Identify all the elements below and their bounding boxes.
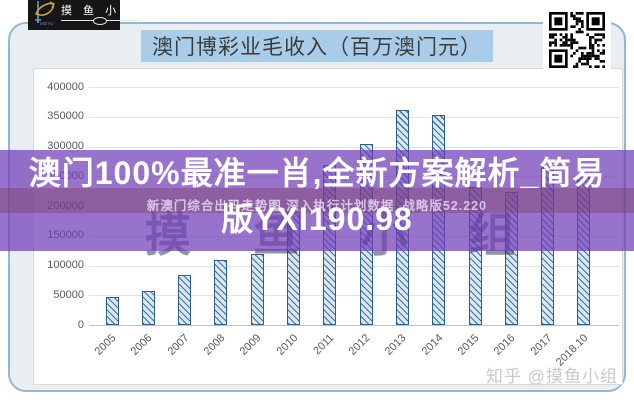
- overlay-stripe-band: [0, 188, 634, 213]
- logo-brand-text: 摸 鱼 小 组: [61, 5, 143, 17]
- y-axis-tick-label: 300000: [47, 140, 84, 152]
- qr-code-icon: [549, 12, 605, 68]
- y-axis-tick-label: 50000: [53, 288, 84, 301]
- chart-title: 澳门博彩业毛收入（百万澳门元）: [141, 30, 493, 62]
- zhihu-watermark: 知乎 @摸鱼小组: [486, 367, 618, 386]
- overlay-headline-line1: 澳门100%最准一肖,全新方案解析_简易: [28, 155, 606, 191]
- moyu-logo-badge: MOYU 摸 鱼 小 组: [28, 0, 139, 31]
- bar-2007: [178, 275, 192, 325]
- gridline: [89, 265, 619, 267]
- overlay-headline-line2: 版YXI190.98: [221, 201, 413, 237]
- gridline: [89, 146, 619, 148]
- y-axis-tick-label: 350000: [47, 110, 84, 123]
- y-axis-tick-label: 400000: [47, 80, 84, 93]
- bar-2006: [141, 291, 155, 325]
- y-axis-tick-label: 100000: [47, 259, 84, 271]
- logo-underline: [61, 17, 139, 25]
- overlay-stripe-text: 新澳门综合出码走势图,深入执行计划数据_战略版52.220: [146, 199, 488, 213]
- logo-sub-label: MOYU: [40, 21, 54, 26]
- fish-icon: MOYU: [33, 0, 57, 31]
- bar-2009: [250, 254, 264, 325]
- small-fish-icon: [92, 17, 107, 25]
- qr-code-box: [543, 6, 611, 74]
- bar-2005: [105, 297, 119, 325]
- bar-2008: [214, 260, 228, 325]
- gridline: [89, 116, 619, 118]
- x-axis-line: [89, 325, 619, 326]
- promo-overlay: 新澳门综合出码走势图,深入执行计划数据_战略版52.220 澳门100%最准一肖…: [0, 150, 634, 251]
- gridline: [89, 87, 619, 88]
- gridline: [89, 295, 619, 297]
- y-axis-tick-label: 0: [77, 318, 84, 331]
